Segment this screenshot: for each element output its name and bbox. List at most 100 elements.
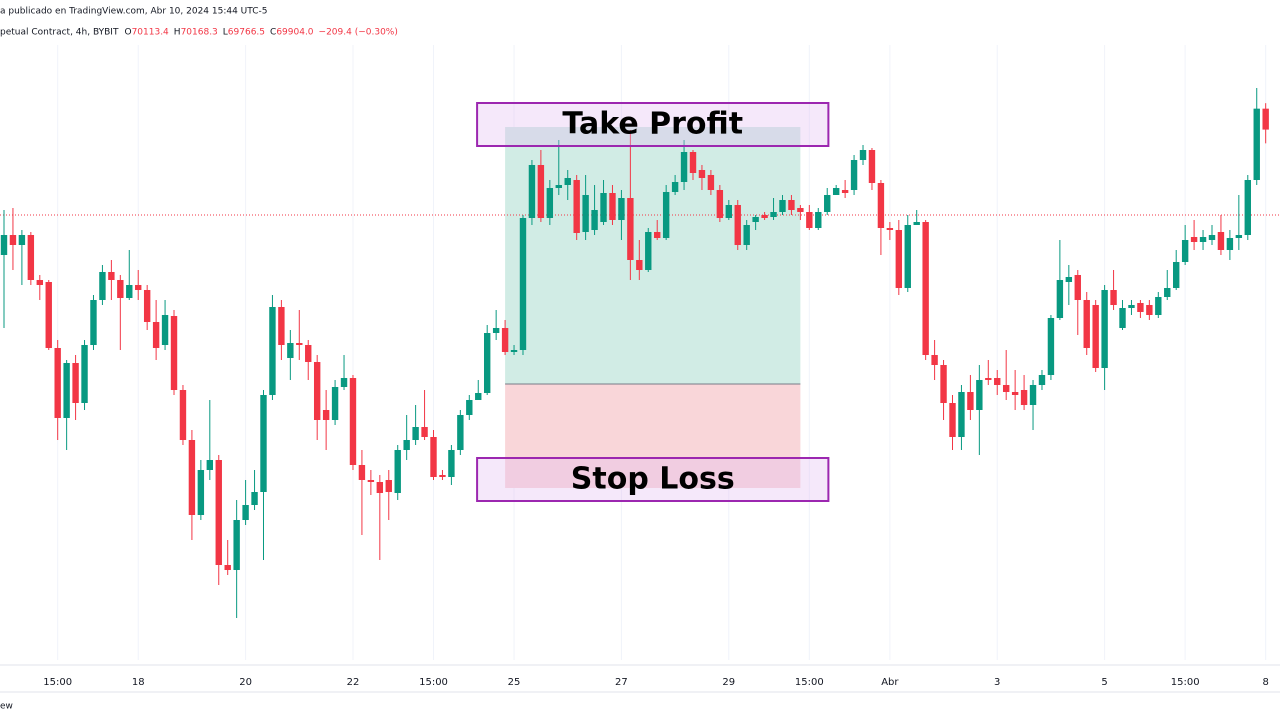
- candle-body: [36, 280, 43, 285]
- profit-zone: [505, 127, 801, 384]
- candle-body: [1262, 108, 1269, 130]
- candle-body: [1002, 385, 1010, 392]
- candle-body: [654, 232, 661, 238]
- candle-body: [940, 365, 947, 403]
- candle-body: [734, 205, 741, 245]
- candle-body: [54, 348, 61, 418]
- candle-body: [9, 235, 17, 245]
- candle-body: [886, 228, 894, 230]
- candle-body: [27, 235, 35, 280]
- candle-body: [1217, 232, 1225, 250]
- candle-body: [179, 390, 187, 440]
- candle-body: [1056, 280, 1064, 318]
- candle-body: [81, 345, 88, 403]
- candle-body: [1235, 235, 1243, 238]
- candle-body: [922, 222, 929, 355]
- candle-body: [403, 440, 410, 450]
- candle-body: [824, 195, 831, 212]
- candle-body: [743, 225, 750, 245]
- candle-body: [1029, 385, 1037, 405]
- stop-loss-label: Stop Loss: [571, 462, 735, 497]
- candle-body: [224, 565, 231, 570]
- candle-body: [1173, 262, 1180, 288]
- candle-body: [340, 378, 348, 387]
- candle-body: [636, 260, 643, 270]
- legend-label: O: [124, 28, 131, 38]
- candle-body: [627, 198, 634, 260]
- candle-body: [832, 188, 840, 195]
- x-tick-label: 15:00: [795, 677, 824, 688]
- candle-body: [528, 165, 536, 218]
- candle-body: [645, 232, 652, 270]
- candle-body: [895, 230, 903, 288]
- candle-body: [152, 322, 160, 348]
- legend-label: L: [223, 28, 228, 38]
- candle-body: [63, 363, 70, 418]
- candle-body: [1253, 108, 1260, 180]
- candle-body: [931, 355, 938, 365]
- candle-body: [475, 393, 482, 400]
- candle-body: [1181, 240, 1189, 262]
- x-tick-label: 22: [347, 677, 360, 688]
- candle-body: [600, 193, 607, 222]
- plot-area: [0, 45, 1280, 660]
- candle-body: [242, 505, 249, 520]
- candle-body: [394, 450, 401, 493]
- candle-body: [1119, 308, 1126, 328]
- candle-body: [1244, 180, 1251, 235]
- legend-change: −209.4 (−0.30%): [319, 28, 398, 38]
- candle-body: [850, 160, 858, 190]
- candle-body: [1128, 305, 1135, 308]
- candle-body: [815, 212, 822, 228]
- candle-body: [367, 480, 375, 482]
- candle-body: [1164, 288, 1171, 297]
- candle-body: [45, 282, 52, 348]
- candle-body: [135, 285, 142, 290]
- candle-body: [161, 315, 169, 345]
- x-tick-label: 25: [508, 677, 521, 688]
- x-tick-label: 15:00: [43, 677, 72, 688]
- legend-value: 69904.0: [276, 28, 313, 38]
- candle-body: [662, 192, 670, 238]
- candle-body: [510, 350, 518, 352]
- candle-body: [296, 343, 303, 345]
- candle-body: [1074, 275, 1081, 300]
- candle-body: [806, 212, 813, 228]
- candle-body: [591, 210, 598, 230]
- candle-body: [143, 290, 151, 322]
- candle-body: [117, 280, 124, 298]
- x-tick-label: 18: [132, 677, 145, 688]
- candle-body: [913, 222, 920, 225]
- candle-body: [206, 460, 214, 470]
- candle-body: [618, 198, 625, 220]
- candle-body: [1110, 290, 1117, 305]
- candle-body: [1101, 290, 1108, 368]
- candle-body: [537, 165, 545, 218]
- candle-body: [976, 380, 983, 410]
- candle-body: [466, 400, 473, 415]
- legend-value: 69766.5: [228, 28, 265, 38]
- candle-body: [349, 378, 357, 465]
- candle-body: [108, 272, 115, 280]
- legend-value: 70168.3: [181, 28, 218, 38]
- candle-body: [689, 152, 697, 173]
- candle-body: [573, 180, 580, 233]
- candle-body: [1226, 238, 1234, 250]
- candle-body: [671, 182, 679, 192]
- candle-body: [994, 378, 1001, 385]
- x-tick-label: 5: [1101, 677, 1107, 688]
- candle-body: [1092, 305, 1099, 368]
- candle-body: [752, 217, 759, 222]
- candle-body: [698, 170, 706, 178]
- candle-body: [501, 328, 509, 352]
- symbol-info: petual Contract, 4h, BYBIT: [0, 28, 119, 38]
- candle-body: [877, 183, 885, 228]
- candle-body: [868, 150, 876, 183]
- take-profit-label: Take Profit: [562, 107, 743, 142]
- candle-body: [958, 392, 965, 437]
- candle-body: [761, 215, 768, 218]
- candle-body: [90, 300, 97, 345]
- candle-body: [197, 470, 205, 515]
- candle-body: [555, 185, 562, 188]
- candle-body: [967, 392, 974, 410]
